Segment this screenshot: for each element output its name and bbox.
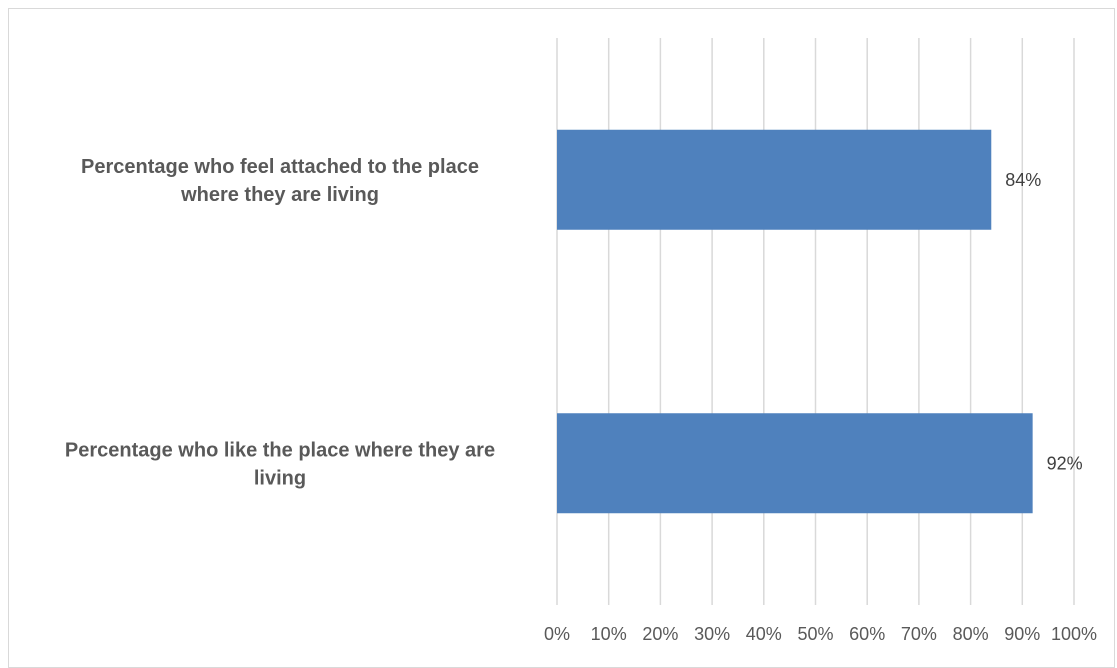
data-label-2: 92% [1047,453,1083,473]
x-tick-label-90: 90% [1004,624,1040,644]
x-tick-label-40: 40% [746,624,782,644]
gridlines [556,38,1075,605]
x-tick-label-0: 0% [544,624,570,644]
category-label-2: Percentage who like the place where they… [65,439,495,489]
category-label-1: Percentage who feel attached to the plac… [81,156,479,206]
x-tick-label-80: 80% [953,624,989,644]
x-tick-label-10: 10% [591,624,627,644]
bar-2 [557,413,1033,514]
bar-1 [557,129,992,230]
x-tick-label-20: 20% [642,624,678,644]
x-tick-label-60: 60% [849,624,885,644]
x-axis-tick-labels: 0% 10% 20% 30% 40% 50% 60% 70% 80% 90% 100% [544,624,1097,644]
category-labels: Percentage who feel attached to the plac… [65,156,495,490]
data-labels: 84% 92% [1005,170,1082,474]
x-tick-label-70: 70% [901,624,937,644]
bars [557,129,1033,514]
chart-frame [8,8,1115,668]
x-tick-label-30: 30% [694,624,730,644]
x-tick-label-50: 50% [797,624,833,644]
x-tick-label-100: 100% [1051,624,1097,644]
data-label-1: 84% [1005,170,1041,190]
